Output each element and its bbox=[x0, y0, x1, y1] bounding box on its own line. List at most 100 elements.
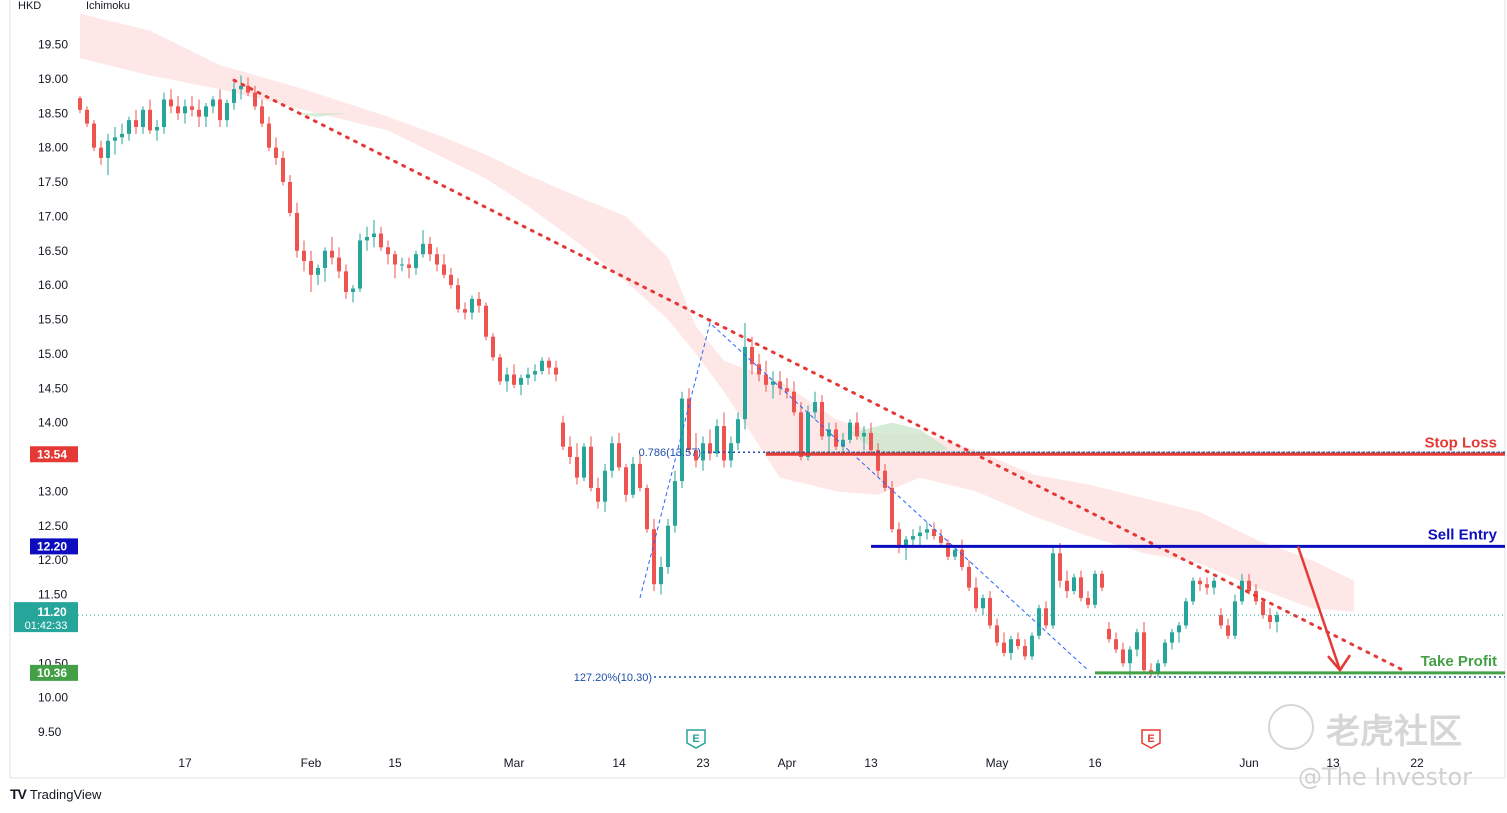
candle-body bbox=[85, 109, 89, 124]
price-marker-box bbox=[30, 664, 78, 681]
candle-body bbox=[309, 261, 313, 275]
candle-body bbox=[722, 426, 726, 461]
candle-body bbox=[764, 374, 768, 385]
candle-body bbox=[638, 463, 642, 488]
x-tick-label: 16 bbox=[1088, 756, 1102, 770]
projection-arrow-line bbox=[1296, 545, 1342, 671]
candle-body bbox=[890, 487, 894, 530]
candle-body bbox=[281, 157, 285, 182]
candle-body bbox=[1177, 625, 1181, 633]
x-tick-label: 13 bbox=[1326, 756, 1340, 770]
y-tick-label: 18.50 bbox=[38, 106, 68, 120]
candle-body bbox=[372, 233, 376, 237]
x-tick-label: Apr bbox=[778, 756, 797, 770]
candle-body bbox=[820, 402, 824, 437]
candle-body bbox=[1163, 642, 1167, 664]
candle-body bbox=[253, 92, 257, 107]
candle-body bbox=[239, 85, 243, 90]
earnings-marker-icon bbox=[686, 729, 706, 749]
y-tick-label: 16.50 bbox=[38, 244, 68, 258]
candle-body bbox=[1093, 573, 1097, 605]
candle-body bbox=[1135, 632, 1139, 650]
candle-body bbox=[1051, 553, 1055, 626]
candle-body bbox=[344, 271, 348, 292]
candle-body bbox=[1107, 628, 1111, 640]
candle-body bbox=[463, 309, 467, 313]
candle-body bbox=[456, 285, 460, 310]
candle-body bbox=[813, 402, 817, 413]
earnings-marker-label: E bbox=[1147, 733, 1154, 745]
tradingview-brand[interactable]: TV TradingView bbox=[10, 786, 101, 802]
candle-body bbox=[659, 567, 663, 585]
candle-body bbox=[267, 123, 271, 148]
price-marker-label: 13.54 bbox=[37, 447, 67, 461]
candle-body bbox=[596, 487, 600, 502]
candle-body bbox=[449, 274, 453, 286]
y-tick-label: 17.50 bbox=[38, 175, 68, 189]
last-price-box bbox=[14, 602, 78, 633]
candle-body bbox=[778, 381, 782, 389]
watermark-text: 老虎社区 bbox=[1326, 712, 1462, 752]
candle-body bbox=[1114, 639, 1118, 650]
x-tick-label: 13 bbox=[864, 756, 878, 770]
candle-body bbox=[1037, 608, 1041, 636]
candle-body bbox=[78, 98, 82, 110]
candle-body bbox=[323, 250, 327, 268]
candle-body bbox=[386, 247, 390, 255]
candle-body bbox=[876, 450, 880, 471]
candle-body bbox=[960, 549, 964, 567]
candle-body bbox=[1128, 649, 1132, 664]
tradingview-label: TradingView bbox=[29, 786, 102, 802]
candle-body bbox=[932, 529, 936, 537]
candle-body bbox=[232, 89, 236, 103]
candle-body bbox=[295, 212, 299, 251]
candle-body bbox=[330, 250, 334, 258]
y-tick-label: 9.50 bbox=[38, 725, 62, 739]
candle-body bbox=[442, 264, 446, 275]
candle-body bbox=[694, 450, 698, 461]
candle-body bbox=[855, 422, 859, 437]
fib-extension-path bbox=[639, 322, 1089, 671]
candle-body bbox=[1268, 615, 1272, 622]
candle-body bbox=[946, 542, 950, 557]
x-tick-label: 17 bbox=[178, 756, 192, 770]
candle-body bbox=[526, 374, 530, 378]
candle-body bbox=[1275, 615, 1279, 622]
candle-body bbox=[645, 487, 649, 530]
candle-body bbox=[120, 133, 124, 138]
candle-body bbox=[1044, 608, 1048, 626]
candle-body bbox=[806, 412, 810, 457]
candle-body bbox=[799, 412, 803, 457]
candle-body bbox=[498, 357, 502, 382]
candle-body bbox=[1226, 625, 1230, 636]
y-tick-label: 10.00 bbox=[38, 691, 68, 705]
candle-body bbox=[862, 432, 866, 437]
candle-body bbox=[421, 243, 425, 255]
y-tick-label: 15.00 bbox=[38, 347, 68, 361]
candle-body bbox=[869, 432, 873, 451]
x-tick-label: Jun bbox=[1239, 756, 1258, 770]
candle-body bbox=[715, 426, 719, 454]
x-tick-label: 15 bbox=[388, 756, 402, 770]
candle-body bbox=[1142, 632, 1146, 671]
candle-body bbox=[162, 99, 166, 127]
candle-body bbox=[1219, 615, 1223, 626]
watermark-author: @The Investor bbox=[1298, 763, 1472, 791]
ichimoku-cloud-green-0 bbox=[850, 422, 948, 456]
x-tick-label: Feb bbox=[301, 756, 322, 770]
candle-body bbox=[505, 374, 509, 382]
candle-body bbox=[1212, 580, 1216, 588]
candle-body bbox=[1233, 601, 1237, 636]
candle-body bbox=[785, 388, 789, 392]
earnings-marker-icon bbox=[1141, 729, 1161, 749]
candle-body bbox=[99, 147, 103, 158]
candle-body bbox=[1079, 577, 1083, 598]
level-label: Stop Loss bbox=[1424, 434, 1497, 451]
candle-body bbox=[218, 99, 222, 121]
candle-body bbox=[470, 298, 474, 313]
candle-body bbox=[918, 532, 922, 537]
x-tick-label: 14 bbox=[612, 756, 626, 770]
ichimoku-cloud-green-1 bbox=[290, 113, 346, 117]
candle-body bbox=[477, 298, 481, 306]
